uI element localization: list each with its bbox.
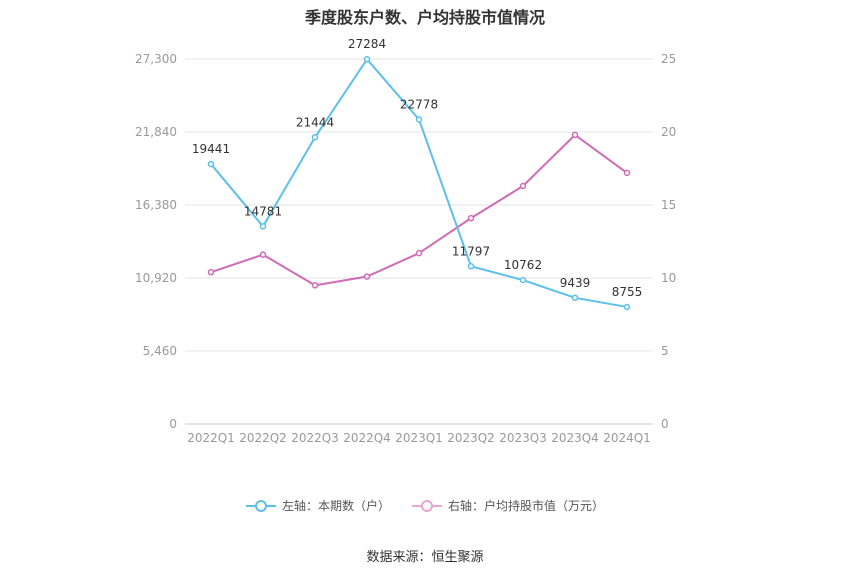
data-point-left xyxy=(467,263,475,270)
source-note: 数据来源：恒生聚源 xyxy=(366,550,484,565)
legend-label-right-series: 右轴：户均持股市值（万元） xyxy=(448,499,605,513)
data-point-right xyxy=(311,282,319,289)
x-axis-tick-label: 2023Q1 xyxy=(395,431,443,445)
data-label-left: 27284 xyxy=(348,37,386,51)
data-label-left: 14781 xyxy=(244,204,282,218)
data-point-right xyxy=(623,169,631,177)
data-point-right xyxy=(519,182,527,190)
data-point-right xyxy=(207,268,215,276)
data-point-left xyxy=(519,276,527,284)
legend-swatch-left-icon xyxy=(245,499,276,512)
data-point-left xyxy=(415,116,423,123)
legend-label-left-series: 左轴：本期数（户） xyxy=(281,499,390,513)
data-point-right xyxy=(259,251,267,258)
series-line-left xyxy=(210,57,628,308)
data-point-left xyxy=(311,134,319,141)
data-point-right xyxy=(415,249,423,257)
x-axis-tick-label: 2022Q1 xyxy=(187,431,235,445)
data-point-left xyxy=(571,294,579,302)
left-axis-tick-label: 10,920 xyxy=(135,271,177,285)
data-point-left xyxy=(363,55,371,63)
data-label-left: 8755 xyxy=(612,285,643,299)
chart-title: 季度股东户数、户均持股市值情况 xyxy=(304,8,545,27)
legend-item-left-series[interactable]: 左轴：本期数（户） xyxy=(245,497,390,514)
data-label-left: 21444 xyxy=(296,115,334,129)
data-point-left xyxy=(259,223,267,230)
x-axis-tick-label: 2022Q2 xyxy=(239,431,287,445)
x-axis-tick-label: 2024Q1 xyxy=(603,431,651,445)
right-axis-tick-label: 0 xyxy=(661,417,669,431)
right-axis-tick-label: 5 xyxy=(661,344,669,358)
x-axis-tick-label: 2023Q3 xyxy=(499,431,547,445)
data-label-left: 19441 xyxy=(192,142,230,156)
data-label-left: 10762 xyxy=(504,258,542,272)
left-axis-tick-label: 5,460 xyxy=(143,344,177,358)
legend-item-right-series[interactable]: 右轴：户均持股市值（万元） xyxy=(412,497,604,514)
data-label-left: 9439 xyxy=(560,276,591,290)
data-label-left: 22778 xyxy=(400,97,438,111)
legend-swatch-right-icon xyxy=(412,499,442,512)
x-axis-tick-label: 2023Q2 xyxy=(447,431,495,445)
x-axis-tick-label: 2023Q4 xyxy=(551,431,599,445)
chart-legend: 左轴：本期数（户） 右轴：户均持股市值（万元） xyxy=(0,497,850,514)
data-point-right xyxy=(363,273,371,280)
left-axis-tick-label: 27,300 xyxy=(135,52,177,66)
data-point-right xyxy=(571,131,579,139)
x-axis-tick-label: 2022Q3 xyxy=(291,431,339,445)
data-point-left xyxy=(623,303,631,311)
data-point-left xyxy=(207,160,215,168)
data-point-right xyxy=(467,214,475,222)
right-axis-tick-label: 10 xyxy=(661,271,676,285)
left-axis-tick-label: 21,840 xyxy=(135,125,177,139)
left-axis-tick-label: 0 xyxy=(169,417,177,431)
right-axis-tick-label: 20 xyxy=(661,125,676,139)
chart-plot: 0 0 5,460 5 10,920 10 16,380 15 21,840 20 27,300 25… xyxy=(135,37,676,445)
x-axis-tick-label: 2022Q4 xyxy=(343,431,391,445)
left-axis-tick-label: 16,380 xyxy=(135,198,177,212)
right-axis-tick-label: 25 xyxy=(661,52,676,66)
data-label-left: 11797 xyxy=(452,244,490,258)
right-axis-tick-label: 15 xyxy=(661,198,676,212)
